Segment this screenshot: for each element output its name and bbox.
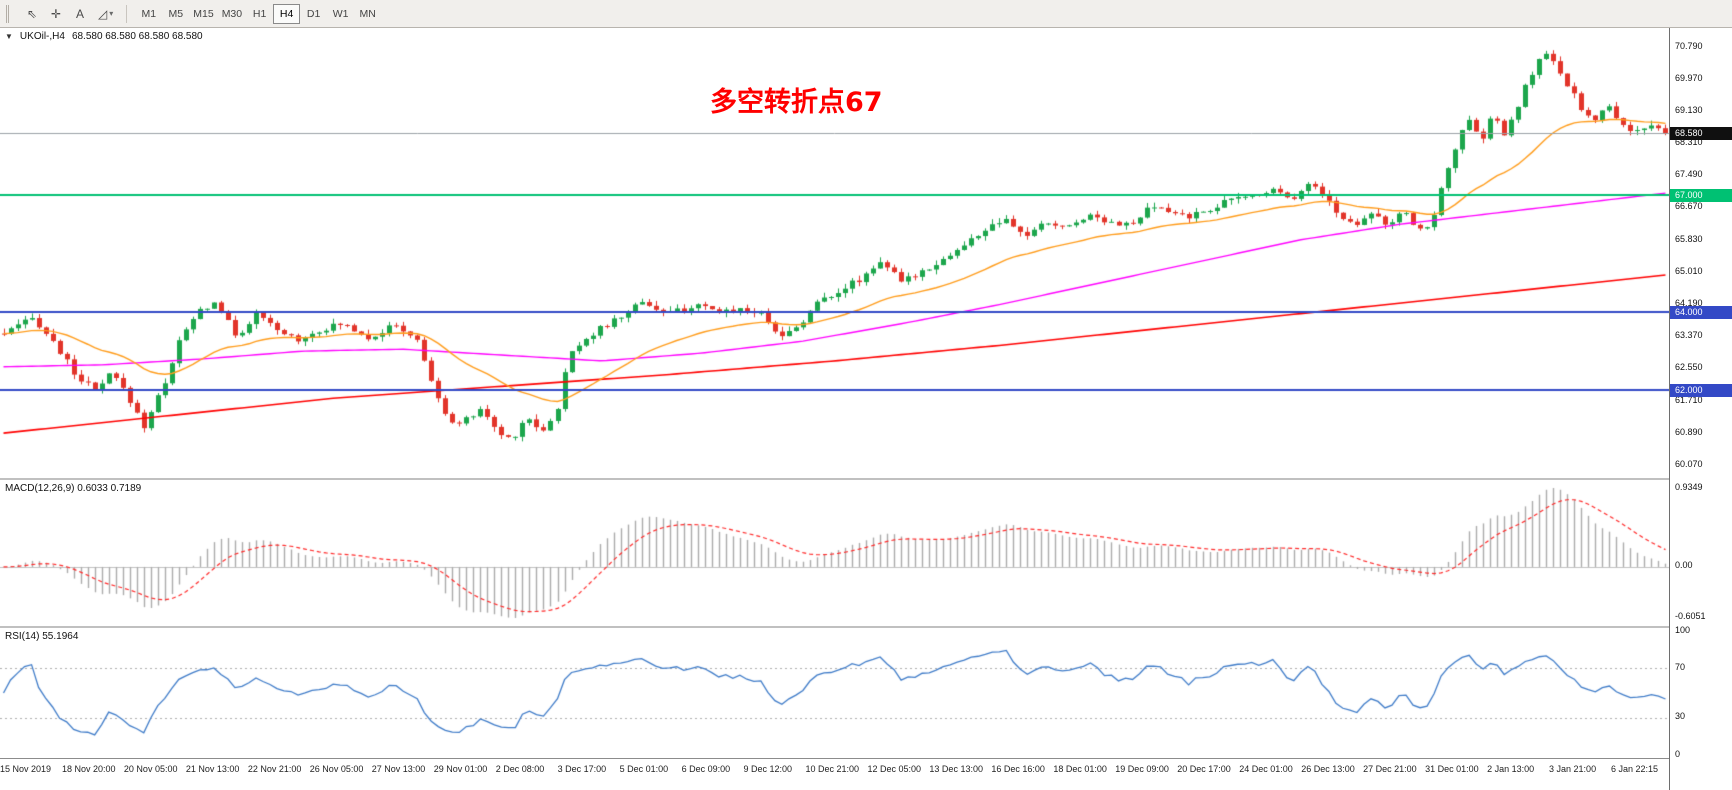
current-price-tag: 68.580 (1670, 126, 1732, 140)
price-axis[interactable]: 70.790 69.970 69.130 68.310 67.490 66.670 65.8… (1669, 28, 1732, 790)
shapes-tool-icon[interactable]: ◿ ▾ (98, 6, 114, 21)
time-axis-label: 6 Jan 22:15 (1611, 764, 1659, 774)
timeframe-w1[interactable]: W1 (332, 7, 349, 20)
timeframe-m30[interactable]: M30 (221, 7, 243, 20)
chart-text-annotation: 多空转折点67 (710, 87, 883, 118)
toolbar-grip[interactable] (6, 4, 13, 23)
timeframe-group: M1 M5 M15 M30 H1 H4 D1 W1 MN (135, 3, 381, 24)
time-axis-label: 27 Nov 13:00 (371, 764, 426, 774)
symbol-period-label: UKOil-,H4 (19, 31, 65, 42)
dropdown-caret-icon: ▾ (109, 9, 114, 18)
pane-divider[interactable] (0, 626, 1669, 628)
macd-axis-tick: 0.9349 (1675, 481, 1703, 492)
price-axis-tick: 62.550 (1675, 362, 1703, 373)
price-axis-tick: 69.130 (1675, 105, 1703, 116)
price-axis-tick: 68.310 (1675, 137, 1703, 148)
time-axis-label: 26 Nov 05:00 (309, 764, 364, 774)
price-axis-tick: 61.710 (1675, 395, 1703, 405)
rsi-indicator-label: RSI(14) 55.1964 (5, 631, 79, 642)
time-axis-label: 18 Nov 20:00 (61, 764, 116, 774)
price-axis-tick: 60.070 (1675, 459, 1703, 469)
timeframe-mn[interactable]: MN (359, 7, 376, 20)
cursor-icon[interactable]: ⇖ (26, 6, 38, 21)
price-axis-tick: 65.010 (1675, 266, 1703, 277)
time-axis-label: 18 Dec 01:00 (1053, 764, 1107, 774)
time-axis-label: 13 Dec 13:00 (929, 764, 983, 774)
time-axis-label: 10 Dec 21:00 (805, 764, 860, 774)
drawing-tools-group: ⇖ ✛ A ◿ ▾ (21, 3, 118, 25)
timeframe-d1[interactable]: D1 (306, 7, 321, 20)
time-axis-label: 2 Dec 08:00 (495, 764, 545, 774)
time-axis-label: 20 Dec 17:00 (1177, 764, 1231, 774)
time-axis-label: 26 Dec 13:00 (1301, 764, 1355, 774)
price-axis-tick: 65.830 (1675, 234, 1703, 245)
pane-divider[interactable] (0, 478, 1669, 480)
time-axis-label: 29 Nov 01:00 (433, 764, 488, 774)
toolbar: ⇖ ✛ A ◿ ▾ M1 M5 M15 M30 H1 H4 D1 W1 MN (0, 0, 1732, 28)
text-tool-icon[interactable]: A (75, 6, 84, 21)
time-axis-label: 31 Dec 01:00 (1425, 764, 1479, 774)
timeframe-m1[interactable]: M1 (141, 7, 157, 20)
chart-workspace: ▼ UKOil-,H4 68.580 68.580 68.580 68.580 … (0, 28, 1732, 790)
hline-price-tag[interactable]: 62.000 (1670, 383, 1732, 397)
time-axis-label: 20 Nov 05:00 (123, 764, 178, 774)
hline-price-tag[interactable]: 67.000 (1670, 188, 1732, 202)
time-axis-label: 5 Dec 01:00 (619, 764, 669, 774)
price-axis-tick: 64.190 (1675, 298, 1703, 309)
time-axis-label: 6 Dec 09:00 (681, 764, 731, 774)
timeframe-h1[interactable]: H1 (252, 7, 267, 20)
timeframe-h4[interactable]: H4 (273, 3, 301, 24)
timeframe-m15[interactable]: M15 (193, 7, 214, 20)
chart-title: ▼ UKOil-,H4 68.580 68.580 68.580 68.580 (5, 31, 203, 42)
ohlc-values: 68.580 68.580 68.580 68.580 (71, 31, 203, 42)
time-axis-label: 12 Dec 05:00 (867, 764, 921, 774)
time-axis-label: 9 Dec 12:00 (743, 764, 793, 774)
crosshair-icon[interactable]: ✛ (50, 6, 62, 21)
time-axis-label: 19 Dec 09:00 (1115, 764, 1169, 774)
main-chart-pane[interactable]: ▼ UKOil-,H4 68.580 68.580 68.580 68.580 … (0, 28, 1669, 478)
toolbar-separator (126, 4, 128, 23)
macd-axis-tick: 0.00 (1675, 560, 1693, 571)
time-axis-label: 3 Jan 21:00 (1549, 764, 1597, 774)
timeframe-m5[interactable]: M5 (168, 7, 184, 20)
chart-panes: ▼ UKOil-,H4 68.580 68.580 68.580 68.580 … (0, 28, 1669, 790)
rsi-axis-tick: 30 (1675, 711, 1686, 722)
price-axis-tick: 67.490 (1675, 169, 1703, 180)
time-axis[interactable]: 15 Nov 2019 18 Nov 20:00 20 Nov 05:00 21 No… (0, 758, 1669, 790)
price-axis-tick: 63.370 (1675, 330, 1703, 341)
time-axis-label: 27 Dec 21:00 (1363, 764, 1417, 774)
macd-indicator-label: MACD(12,26,9) 0.6033 0.7189 (5, 483, 142, 494)
macd-canvas[interactable] (0, 480, 1669, 626)
time-axis-label: 15 Nov 2019 (0, 764, 52, 774)
rsi-axis-tick: 0 (1675, 748, 1681, 759)
price-axis-tick: 69.970 (1675, 72, 1703, 83)
time-axis-label: 21 Nov 13:00 (185, 764, 240, 774)
time-axis-label: 16 Dec 16:00 (991, 764, 1045, 774)
rsi-axis-tick: 70 (1675, 661, 1686, 672)
one-click-trading-expand-icon[interactable]: ▼ (5, 32, 13, 41)
time-axis-label: 22 Nov 21:00 (247, 764, 302, 774)
macd-axis-tick: -0.6051 (1675, 611, 1706, 622)
main-chart-canvas[interactable] (0, 28, 1669, 478)
price-axis-tick: 66.670 (1675, 201, 1703, 212)
price-axis-tick: 60.890 (1675, 427, 1703, 437)
time-axis-label: 2 Jan 13:00 (1487, 764, 1535, 774)
macd-pane[interactable]: MACD(12,26,9) 0.6033 0.7189 (0, 480, 1669, 626)
price-axis-tick: 70.790 (1675, 40, 1703, 51)
rsi-axis-tick: 100 (1675, 624, 1691, 635)
time-axis-label: 3 Dec 17:00 (557, 764, 607, 774)
time-axis-label: 24 Dec 01:00 (1239, 764, 1293, 774)
rsi-canvas[interactable] (0, 628, 1669, 758)
hline-price-tag[interactable]: 64.000 (1670, 305, 1732, 319)
rsi-pane[interactable]: RSI(14) 55.1964 (0, 628, 1669, 758)
